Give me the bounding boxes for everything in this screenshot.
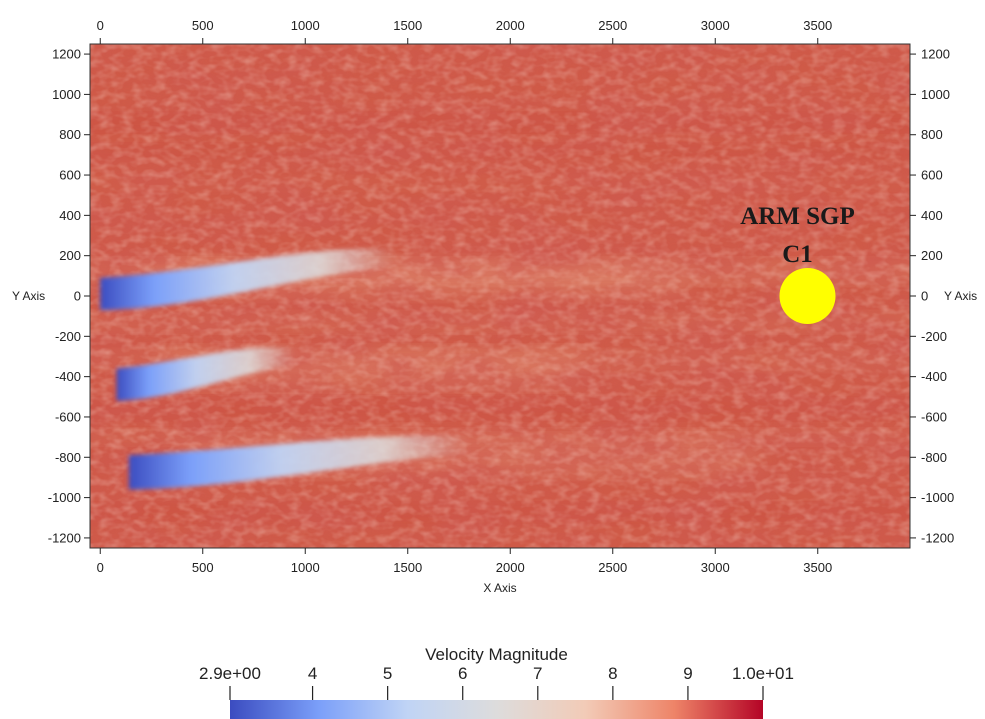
y-axis-title-left: Y Axis bbox=[12, 289, 45, 303]
axes: 0050050010001000150015002000200025002500… bbox=[12, 18, 977, 595]
y-axis-title-right: Y Axis bbox=[944, 289, 977, 303]
heatmap-field bbox=[90, 44, 910, 548]
y-tick-label-left: -1200 bbox=[48, 530, 81, 545]
site-marker bbox=[779, 268, 836, 324]
y-tick-label-left: -800 bbox=[55, 450, 81, 465]
x-tick-label-bottom: 1500 bbox=[393, 560, 422, 575]
y-tick-label-left: 800 bbox=[59, 127, 81, 142]
site-label: C1 bbox=[782, 241, 813, 268]
x-tick-label-top: 500 bbox=[192, 18, 214, 33]
x-tick-label-bottom: 2500 bbox=[598, 560, 627, 575]
x-tick-label-top: 2500 bbox=[598, 18, 627, 33]
colorbar-gradient bbox=[230, 700, 763, 719]
colorbar-tick-label: 5 bbox=[383, 664, 392, 683]
wake-plume bbox=[100, 248, 398, 311]
y-tick-label-right: 200 bbox=[921, 248, 943, 263]
x-tick-label-top: 3500 bbox=[803, 18, 832, 33]
y-tick-label-left: -200 bbox=[55, 329, 81, 344]
x-tick-label-top: 2000 bbox=[496, 18, 525, 33]
y-tick-label-right: -800 bbox=[921, 450, 947, 465]
x-tick-label-top: 3000 bbox=[701, 18, 730, 33]
y-tick-label-right: -600 bbox=[921, 409, 947, 424]
y-tick-label-left: 0 bbox=[74, 289, 81, 304]
y-tick-label-right: 0 bbox=[921, 289, 928, 304]
x-tick-label-bottom: 3500 bbox=[803, 560, 832, 575]
x-axis-title: X Axis bbox=[483, 581, 516, 595]
y-tick-label-right: 600 bbox=[921, 168, 943, 183]
x-tick-label-bottom: 500 bbox=[192, 560, 214, 575]
y-tick-label-left: 400 bbox=[59, 208, 81, 223]
colorbar-tick-label: 4 bbox=[308, 664, 317, 683]
y-tick-label-right: -1200 bbox=[921, 530, 954, 545]
colorbar-tick-label: 9 bbox=[683, 664, 692, 683]
x-tick-label-top: 1000 bbox=[291, 18, 320, 33]
y-tick-label-right: 800 bbox=[921, 127, 943, 142]
plot-area bbox=[90, 44, 910, 548]
wake-plume bbox=[128, 435, 470, 490]
site-label: ARM SGP bbox=[740, 203, 855, 230]
y-tick-label-right: 1200 bbox=[921, 47, 950, 62]
y-tick-label-left: -600 bbox=[55, 409, 81, 424]
y-tick-label-left: 600 bbox=[59, 168, 81, 183]
y-tick-label-left: -1000 bbox=[48, 490, 81, 505]
colorbar-tick-label: 7 bbox=[533, 664, 542, 683]
x-tick-label-top: 0 bbox=[97, 18, 104, 33]
colorbar-tick-label: 8 bbox=[608, 664, 617, 683]
wake-plume bbox=[116, 346, 296, 401]
y-tick-label-right: -200 bbox=[921, 329, 947, 344]
colorbar-tick-label: 1.0e+01 bbox=[732, 664, 794, 683]
y-tick-label-left: 200 bbox=[59, 248, 81, 263]
annotations: ARM SGP C1 bbox=[740, 203, 855, 324]
y-tick-label-left: 1000 bbox=[52, 87, 81, 102]
colorbar-tick-label: 6 bbox=[458, 664, 467, 683]
y-tick-label-left: -400 bbox=[55, 369, 81, 384]
y-tick-label-right: 400 bbox=[921, 208, 943, 223]
colorbar-title: Velocity Magnitude bbox=[425, 645, 568, 664]
x-tick-label-bottom: 2000 bbox=[496, 560, 525, 575]
y-tick-label-left: 1200 bbox=[52, 47, 81, 62]
y-tick-label-right: 1000 bbox=[921, 87, 950, 102]
x-tick-label-bottom: 1000 bbox=[291, 560, 320, 575]
colorbar-tick-label: 2.9e+00 bbox=[199, 664, 261, 683]
x-tick-label-bottom: 3000 bbox=[701, 560, 730, 575]
colorbar: Velocity Magnitude 2.9e+00 4 5 6 7 8 9 1.0e+01 bbox=[199, 645, 794, 719]
y-tick-label-right: -1000 bbox=[921, 490, 954, 505]
x-tick-label-top: 1500 bbox=[393, 18, 422, 33]
x-tick-label-bottom: 0 bbox=[97, 560, 104, 575]
y-tick-label-right: -400 bbox=[921, 369, 947, 384]
